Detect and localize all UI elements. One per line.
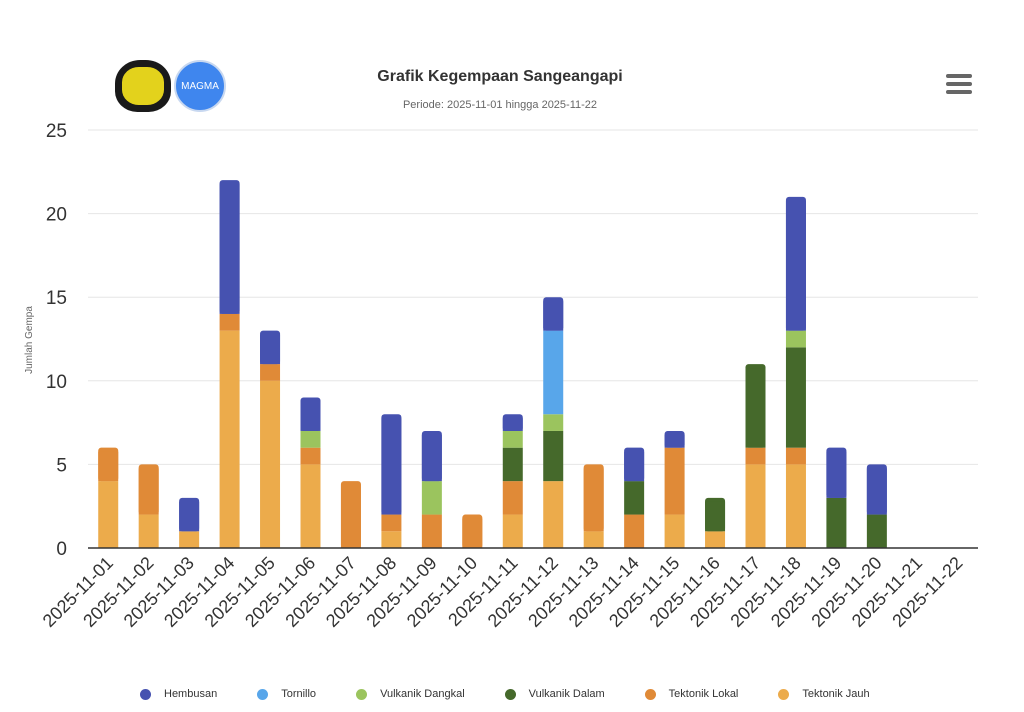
bar-segment-tektonik-jauh <box>300 464 321 548</box>
y-axis-label: Jumlah Gempa <box>24 306 35 374</box>
bar-segment-fill <box>745 368 766 448</box>
bar-segment-tektonik-jauh <box>502 514 523 548</box>
bar-segment-fill <box>866 468 887 515</box>
bar-segment-fill <box>138 468 159 515</box>
legend-dot-icon <box>644 688 656 700</box>
bar-segment-fill <box>260 334 281 365</box>
legend-item-vulkanik-dangkal[interactable]: Vulkanik Dangkal <box>356 688 465 700</box>
legend-label: Tektonik Lokal <box>668 688 739 700</box>
hamburger-menu-icon[interactable] <box>946 74 972 96</box>
legend-dot-icon <box>504 688 516 700</box>
bar-segment-fill <box>543 301 564 331</box>
esdm-logo <box>115 60 171 112</box>
legend-dot-icon <box>356 688 368 700</box>
y-tick-label: 25 <box>46 121 67 142</box>
bar-segment-tektonik-jauh <box>543 481 564 548</box>
legend-item-tektonik-jauh[interactable]: Tektonik Jauh <box>778 688 870 700</box>
bar-segment-fill <box>785 200 806 331</box>
chart-subtitle: Periode: 2025-11-01 hingga 2025-11-22 <box>402 99 598 111</box>
bar-segment-tektonik-jauh <box>381 531 402 548</box>
bar-segment-vulkanik-dalam <box>624 481 645 515</box>
legend-dot-icon <box>257 688 269 700</box>
bar-segment-fill <box>826 451 847 498</box>
bar-segment-tektonik-lokal <box>219 313 240 331</box>
legend-item-tektonik-lokal[interactable]: Tektonik Lokal <box>644 688 739 700</box>
bar-segment-tektonik-jauh <box>583 531 604 548</box>
bar-segment-fill <box>98 451 119 482</box>
bar-segment-fill <box>664 434 685 448</box>
y-tick-label: 15 <box>46 288 67 309</box>
bar-segment-tektonik-lokal <box>502 481 523 515</box>
bar-segment-vulkanik-dangkal <box>300 430 321 448</box>
bar-segment-vulkanik-dalam <box>502 447 523 482</box>
legend-item-tornillo[interactable]: Tornillo <box>257 688 316 700</box>
magma-logo: MAGMA <box>174 60 226 112</box>
bar-segment-tektonik-lokal <box>300 447 321 465</box>
y-tick-label: 20 <box>46 205 67 226</box>
bar-segment-fill <box>583 468 604 532</box>
legend-label: Hembusan <box>164 688 218 700</box>
bar-segment-fill <box>381 418 402 515</box>
bar-segment-tornillo <box>543 330 564 415</box>
legend-item-vulkanik-dalam[interactable]: Vulkanik Dalam <box>504 688 605 700</box>
bar-segment-fill <box>705 501 726 532</box>
bar-segment-fill <box>421 434 442 482</box>
bar-segment-tektonik-lokal <box>785 447 806 465</box>
bar-segment-tektonik-jauh <box>98 481 119 548</box>
legend-label: Vulkanik Dalam <box>528 688 605 700</box>
bar-segment-vulkanik-dangkal <box>543 414 564 431</box>
y-tick-label: 10 <box>46 372 67 393</box>
bar-segment-vulkanik-dalam <box>785 347 806 448</box>
bar-segment-fill <box>462 518 483 548</box>
bar-segment-fill <box>502 418 523 431</box>
bar-segment-vulkanik-dangkal <box>421 481 442 515</box>
bar-segment-tektonik-lokal <box>624 514 645 548</box>
bar-segment-tektonik-lokal <box>381 514 402 532</box>
chart-title: Grafik Kegempaan Sangeangapi <box>377 68 623 85</box>
bar-segment-tektonik-jauh <box>745 464 766 548</box>
bar-segment-tektonik-jauh <box>664 514 685 548</box>
bar-segment-tektonik-lokal <box>745 447 766 465</box>
legend-label: Vulkanik Dangkal <box>380 688 465 700</box>
bar-segment-tektonik-lokal <box>664 447 685 515</box>
bar-segment-tektonik-jauh <box>179 531 200 548</box>
bar-segment-tektonik-jauh <box>138 514 159 548</box>
bar-segment-vulkanik-dalam <box>866 514 887 548</box>
legend-dot-icon <box>140 688 151 700</box>
bar-segment-fill <box>624 451 645 482</box>
legend-item-hembusan[interactable]: Hembusan <box>140 688 217 700</box>
legend-label: Tornillo <box>281 688 317 700</box>
bar-segment-vulkanik-dalam <box>826 497 847 548</box>
bar-segment-tektonik-jauh <box>260 380 281 548</box>
bar-segment-tektonik-lokal <box>421 514 442 548</box>
y-tick-label: 0 <box>56 539 67 560</box>
bar-segment-tektonik-jauh <box>705 531 726 548</box>
legend-label: Tektonik Jauh <box>802 688 870 700</box>
legend: Hembusan Tornillo Vulkanik Dangkal Vulkanik… <box>140 688 910 700</box>
bar-segment-vulkanik-dangkal <box>502 430 523 448</box>
bar-segment-tektonik-jauh <box>219 330 240 548</box>
bar-segment-vulkanik-dalam <box>543 430 564 482</box>
bar-segment-tektonik-lokal <box>260 364 281 381</box>
bar-segment-fill <box>219 184 240 314</box>
y-tick-label: 5 <box>56 455 67 476</box>
bar-segment-tektonik-jauh <box>785 464 806 548</box>
bar-segment-vulkanik-dangkal <box>785 330 806 348</box>
legend-dot-icon <box>778 688 790 700</box>
bar-segment-fill <box>300 401 321 431</box>
bar-segment-fill <box>179 501 200 532</box>
bar-segment-fill <box>340 485 361 548</box>
